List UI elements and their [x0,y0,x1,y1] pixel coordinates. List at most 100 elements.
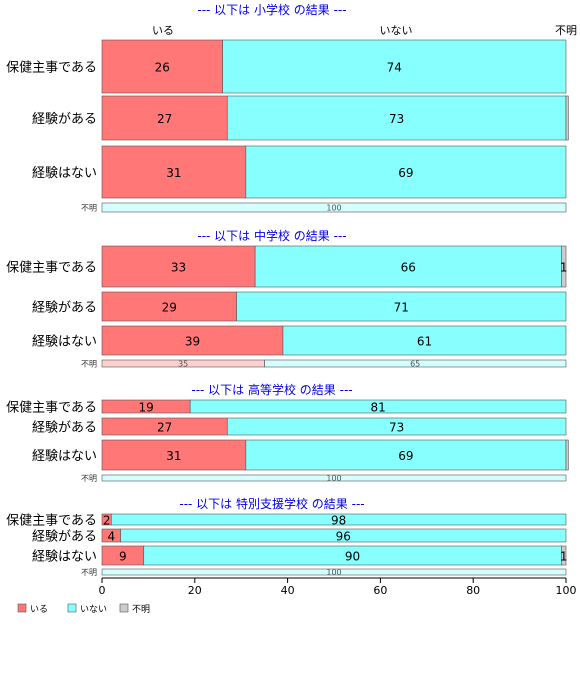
data-label: 4 [107,530,115,544]
data-label: 26 [155,61,170,75]
data-label: 61 [417,335,432,349]
data-label: 90 [345,550,360,564]
category-label: 保健主事である [6,514,97,529]
data-label: 2 [103,514,111,528]
bar-segment [101,568,567,576]
bar-segment [101,291,237,322]
x-tick-label: 20 [188,584,202,597]
data-label: 73 [389,112,404,126]
bar-segment [236,291,567,322]
bar-segment [561,245,567,288]
panel-title: --- 以下は 中学校 の結果 --- [197,228,346,243]
bar-segment [282,325,567,356]
column-header-fumei: 不明 [555,24,577,37]
x-tick-label: 40 [281,584,295,597]
panel-title: --- 以下は 高等学校 の結果 --- [191,382,352,397]
data-label: 27 [157,112,172,126]
category-label: 経験がある [32,421,97,436]
data-label: 98 [331,514,346,528]
category-label-unknown: 不明 [81,360,97,369]
bar-segment [101,245,256,288]
bar-segment [264,359,567,368]
legend-label: いる [30,604,48,615]
data-label: 35 [178,360,188,369]
data-label: 27 [157,421,172,435]
data-label: 19 [138,401,153,415]
panel-2: --- 以下は 高等学校 の結果 --- 保健主事である 19 81 経験がある 27 73… [6,382,569,483]
chart-panels: --- 以下は 小学校 の結果 --- 保健主事である 26 74 経験がある 27 73 経… [6,2,569,577]
data-label: 71 [394,301,409,315]
data-label: 69 [398,166,413,180]
bar-segment [245,439,567,471]
bar-segment [226,95,567,141]
panel-0: --- 以下は 小学校 の結果 --- 保健主事である 26 74 経験がある 27 73 経… [6,2,569,213]
x-tick-label: 60 [373,584,387,597]
data-label: 33 [171,261,186,275]
data-label: 96 [336,530,351,544]
bar-segment [101,145,247,199]
category-label: 経験はない [32,550,97,565]
bar-segment [110,513,567,526]
data-label: 9 [119,550,127,564]
legend: いる いない 不明 [17,603,150,615]
x-tick-label: 100 [556,584,577,597]
category-label: 経験がある [32,112,97,127]
bar-segment [189,399,567,414]
legend-label: いない [80,604,107,615]
data-label: 29 [162,301,177,315]
data-label: 100 [326,474,341,483]
bar-segment [101,325,284,356]
bar-segment [245,145,567,199]
x-axis: 0 20 40 60 80 100 [99,577,577,597]
category-label: 経験はない [32,449,97,464]
bar-segment [565,95,569,141]
bar-segment [561,545,567,566]
category-label: 経験はない [32,166,97,181]
data-label: 39 [185,335,200,349]
bar-segment [101,439,247,471]
bar-segment [101,202,567,213]
category-label-unknown: 不明 [81,204,97,213]
legend-swatch [119,603,129,613]
category-label: 保健主事である [6,61,97,76]
category-label: 経験がある [32,530,97,545]
panel-3: --- 以下は 特別支援学校 の結果 --- 保健主事である 2 98 経験がある 4 96… [6,496,567,577]
bar-segment [101,474,567,482]
category-label: 経験はない [32,335,97,350]
data-label: 100 [326,568,341,577]
column-header-iru: いる [152,24,174,37]
data-label: 31 [166,449,181,463]
column-header-inai: いない [380,24,413,37]
data-label: 66 [401,261,416,275]
bar-segment [101,39,223,94]
category-label: 経験がある [32,301,97,316]
panel-1: --- 以下は 中学校 の結果 --- 保健主事である 33 66 1 経験がある 29 71… [6,228,567,369]
legend-swatch [17,603,27,613]
data-label: 65 [410,360,420,369]
x-tick-label: 0 [99,584,106,597]
x-tick-label: 80 [466,584,480,597]
legend-swatch [67,603,77,613]
data-label: 1 [560,261,568,275]
panel-title: --- 以下は 小学校 の結果 --- [197,2,346,17]
category-label: 保健主事である [6,401,97,416]
data-label: 81 [370,401,385,415]
legend-label: 不明 [132,604,150,615]
category-label: 保健主事である [6,261,97,276]
bar-segment [565,439,569,471]
bar-segment [101,95,228,141]
panel-title: --- 以下は 特別支援学校 の結果 --- [179,496,364,511]
bar-segment [254,245,562,288]
category-label-unknown: 不明 [81,568,97,577]
data-label: 100 [326,204,341,213]
data-label: 73 [389,421,404,435]
category-label-unknown: 不明 [81,474,97,483]
data-label: 74 [387,61,402,75]
bar-segment [120,528,567,543]
data-label: 1 [560,550,568,564]
data-label: 31 [166,166,181,180]
bar-segment [222,39,567,94]
data-label: 69 [398,449,413,463]
bar-segment [226,417,567,436]
